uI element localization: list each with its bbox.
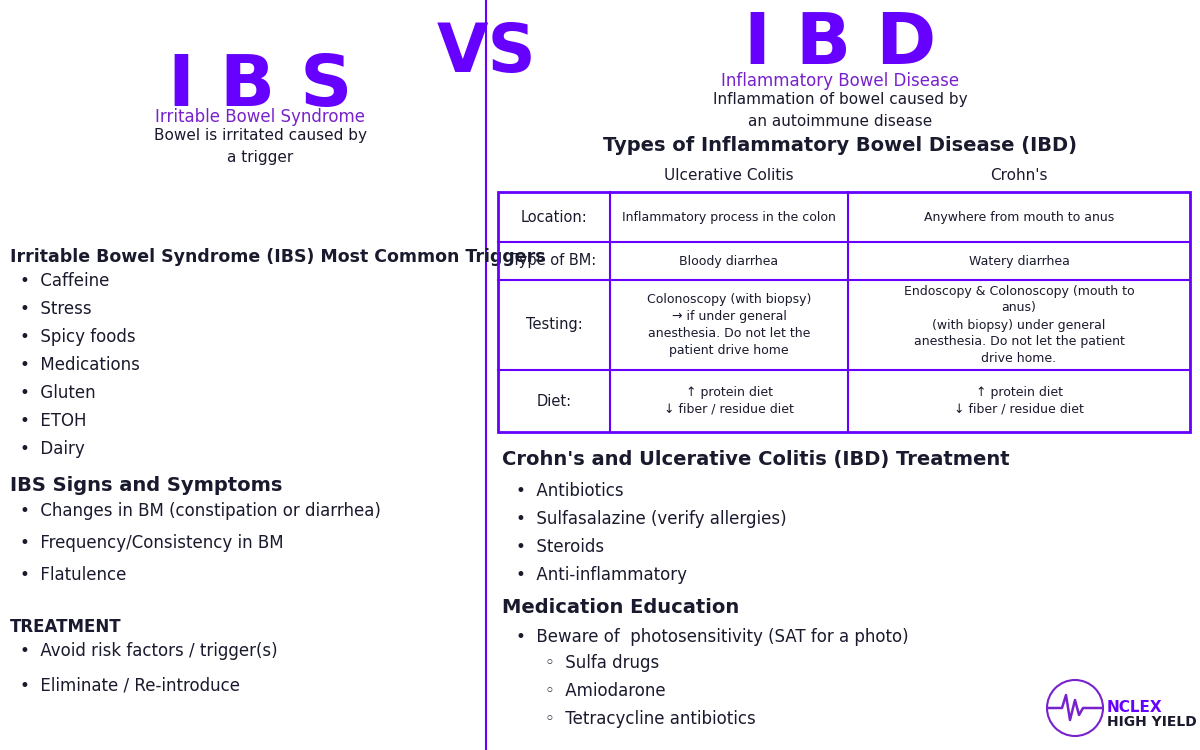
Text: Anywhere from mouth to anus: Anywhere from mouth to anus (924, 211, 1114, 224)
Text: ↑ protein diet
↓ fiber / residue diet: ↑ protein diet ↓ fiber / residue diet (954, 386, 1084, 416)
Text: Types of Inflammatory Bowel Disease (IBD): Types of Inflammatory Bowel Disease (IBD… (604, 136, 1078, 155)
Text: •  Eliminate / Re-introduce: • Eliminate / Re-introduce (20, 676, 240, 694)
Text: •  Medications: • Medications (20, 356, 140, 374)
Text: Medication Education: Medication Education (502, 598, 739, 617)
Text: •  Gluten: • Gluten (20, 384, 96, 402)
Text: Bloody diarrhea: Bloody diarrhea (679, 254, 779, 268)
Text: ◦  Tetracycline antibiotics: ◦ Tetracycline antibiotics (545, 710, 756, 728)
Text: •  Antibiotics: • Antibiotics (516, 482, 624, 500)
Text: NCLEX: NCLEX (1108, 700, 1163, 715)
Text: ◦  Amiodarone: ◦ Amiodarone (545, 682, 666, 700)
Text: •  ETOH: • ETOH (20, 412, 86, 430)
Text: •  Spicy foods: • Spicy foods (20, 328, 136, 346)
Text: VS: VS (436, 20, 536, 86)
Text: •  Steroids: • Steroids (516, 538, 604, 556)
Text: Inflammation of bowel caused by
an autoimmune disease: Inflammation of bowel caused by an autoi… (713, 92, 967, 129)
Text: Watery diarrhea: Watery diarrhea (968, 254, 1069, 268)
Text: •  Dairy: • Dairy (20, 440, 85, 458)
Text: IBS Signs and Symptoms: IBS Signs and Symptoms (10, 476, 282, 495)
Text: •  Anti-inflammatory: • Anti-inflammatory (516, 566, 686, 584)
Text: Location:: Location: (521, 209, 587, 224)
Text: Testing:: Testing: (526, 317, 582, 332)
Text: Type of BM:: Type of BM: (512, 254, 596, 268)
Text: Crohn's and Ulcerative Colitis (IBD) Treatment: Crohn's and Ulcerative Colitis (IBD) Tre… (502, 450, 1009, 469)
Text: Bowel is irritated caused by
a trigger: Bowel is irritated caused by a trigger (154, 128, 366, 165)
Text: •  Frequency/Consistency in BM: • Frequency/Consistency in BM (20, 534, 283, 552)
Text: Inflammatory process in the colon: Inflammatory process in the colon (622, 211, 836, 224)
Text: Diet:: Diet: (536, 394, 571, 409)
Text: •  Changes in BM (constipation or diarrhea): • Changes in BM (constipation or diarrhe… (20, 502, 380, 520)
Text: I B S: I B S (168, 52, 352, 121)
Text: Crohn's: Crohn's (990, 168, 1048, 183)
Bar (498, 192, 1190, 432)
Text: Ulcerative Colitis: Ulcerative Colitis (664, 168, 794, 183)
Text: TREATMENT: TREATMENT (10, 618, 121, 636)
Text: •  Flatulence: • Flatulence (20, 566, 126, 584)
Text: •  Caffeine: • Caffeine (20, 272, 109, 290)
Text: Endoscopy & Colonoscopy (mouth to
anus)
(with biopsy) under general
anesthesia. : Endoscopy & Colonoscopy (mouth to anus) … (904, 284, 1134, 365)
Text: I B D: I B D (744, 10, 936, 79)
Text: HIGH YIELD: HIGH YIELD (1108, 715, 1196, 729)
Text: ↑ protein diet
↓ fiber / residue diet: ↑ protein diet ↓ fiber / residue diet (664, 386, 794, 416)
Text: ◦  Sulfa drugs: ◦ Sulfa drugs (545, 654, 659, 672)
Text: Inflammatory Bowel Disease: Inflammatory Bowel Disease (721, 72, 959, 90)
Text: •  Stress: • Stress (20, 300, 91, 318)
Text: •  Beware of  photosensitivity (SAT for a photo): • Beware of photosensitivity (SAT for a … (516, 628, 908, 646)
Text: Irritable Bowel Syndrome: Irritable Bowel Syndrome (155, 108, 365, 126)
Text: Colonoscopy (with biopsy)
→ if under general
anesthesia. Do not let the
patient : Colonoscopy (with biopsy) → if under gen… (647, 293, 811, 357)
Text: Irritable Bowel Syndrome (IBS) Most Common Triggers: Irritable Bowel Syndrome (IBS) Most Comm… (10, 248, 546, 266)
Text: •  Sulfasalazine (verify allergies): • Sulfasalazine (verify allergies) (516, 510, 787, 528)
Text: •  Avoid risk factors / trigger(s): • Avoid risk factors / trigger(s) (20, 642, 277, 660)
